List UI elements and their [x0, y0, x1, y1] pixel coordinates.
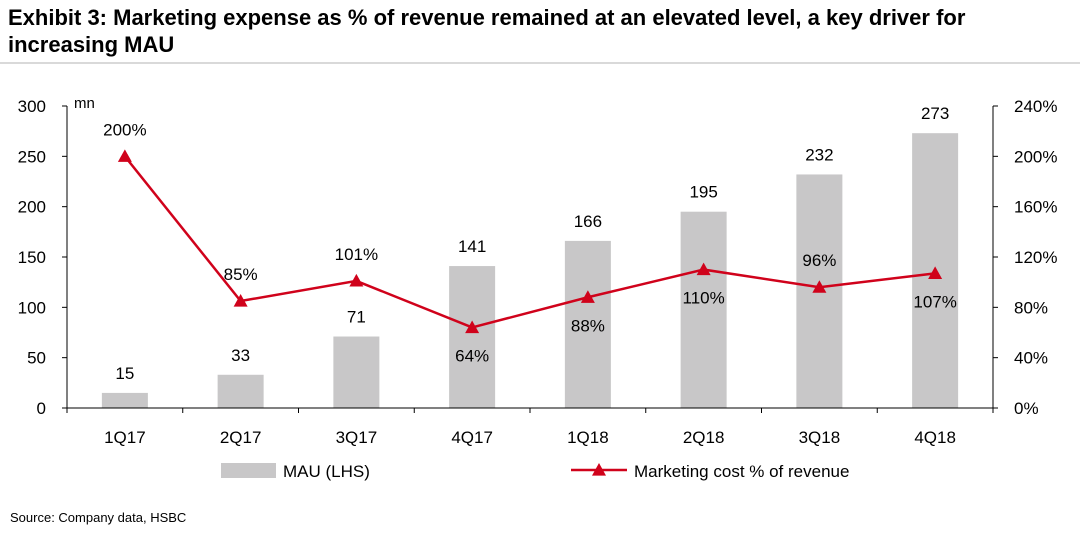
- left-axis-unit: mn: [74, 95, 95, 112]
- line-data-label: 200%: [103, 120, 146, 139]
- line-data-label: 107%: [913, 292, 956, 311]
- source-note: Source: Company data, HSBC: [10, 510, 187, 525]
- right-tick-label: 160%: [1014, 198, 1057, 217]
- right-tick-label: 120%: [1014, 248, 1057, 267]
- point-marketing-cost-1Q17: [117, 149, 132, 162]
- bar-mau-1Q18: [564, 240, 611, 408]
- x-tick-label: 3Q17: [336, 428, 378, 447]
- x-tick-label: 1Q18: [567, 428, 609, 447]
- bar-mau-2Q17: [217, 374, 264, 408]
- bar-mau-3Q17: [333, 336, 380, 408]
- point-marketing-cost-4Q18: [928, 266, 943, 279]
- bar-mau-1Q17: [101, 392, 148, 408]
- left-tick-label: 200: [18, 198, 46, 217]
- bar-data-label: 71: [347, 308, 366, 327]
- bar-data-label: 232: [805, 145, 833, 164]
- x-tick-label: 4Q18: [914, 428, 956, 447]
- left-tick-label: 250: [18, 147, 46, 166]
- right-tick-label: 80%: [1014, 298, 1048, 317]
- right-tick-label: 200%: [1014, 147, 1057, 166]
- bar-mau-4Q17: [449, 266, 496, 408]
- point-marketing-cost-2Q17: [233, 294, 248, 307]
- bar-data-label: 166: [574, 212, 602, 231]
- x-tick-label: 4Q17: [451, 428, 493, 447]
- point-marketing-cost-1Q18: [580, 290, 595, 303]
- bar-mau-2Q18: [680, 211, 727, 408]
- left-tick-label: 50: [27, 349, 46, 368]
- bar-data-label: 195: [689, 183, 717, 202]
- right-tick-label: 0%: [1014, 399, 1039, 418]
- line-data-label: 85%: [224, 265, 258, 284]
- bar-data-label: 273: [921, 104, 949, 123]
- line-data-label: 64%: [455, 346, 489, 365]
- line-marketing-cost: [123, 155, 936, 329]
- point-marketing-cost-3Q18: [812, 280, 827, 293]
- bar-data-label: 141: [458, 237, 486, 256]
- line-data-label: 96%: [802, 251, 836, 270]
- x-tick-label: 2Q17: [220, 428, 262, 447]
- title-divider: [0, 62, 1080, 64]
- legend-triangle-marker: [592, 463, 606, 476]
- point-marketing-cost-3Q17: [349, 273, 364, 287]
- line-data-label: 110%: [683, 289, 725, 308]
- x-tick-label: 1Q17: [104, 428, 146, 447]
- x-tick-label: 2Q18: [683, 428, 725, 447]
- bar-data-label: 15: [115, 364, 134, 383]
- left-tick-label: 100: [18, 298, 46, 317]
- legend-bar-label: MAU (LHS): [283, 462, 370, 481]
- line-data-label: 88%: [571, 316, 605, 335]
- right-tick-label: 40%: [1014, 349, 1048, 368]
- chart-title: Exhibit 3: Marketing expense as % of rev…: [8, 5, 966, 57]
- x-tick-label: 3Q18: [799, 428, 841, 447]
- legend-bar-swatch: [221, 463, 276, 478]
- right-tick-label: 240%: [1014, 97, 1057, 116]
- point-marketing-cost-2Q18: [696, 262, 711, 276]
- legend-line-label: Marketing cost % of revenue: [634, 462, 849, 481]
- bar-data-label: 33: [231, 346, 250, 365]
- point-marketing-cost-4Q17: [465, 320, 480, 334]
- line-data-label: 101%: [335, 245, 378, 264]
- left-tick-label: 300: [18, 97, 46, 116]
- left-tick-label: 0: [37, 399, 46, 418]
- left-tick-label: 150: [18, 248, 46, 267]
